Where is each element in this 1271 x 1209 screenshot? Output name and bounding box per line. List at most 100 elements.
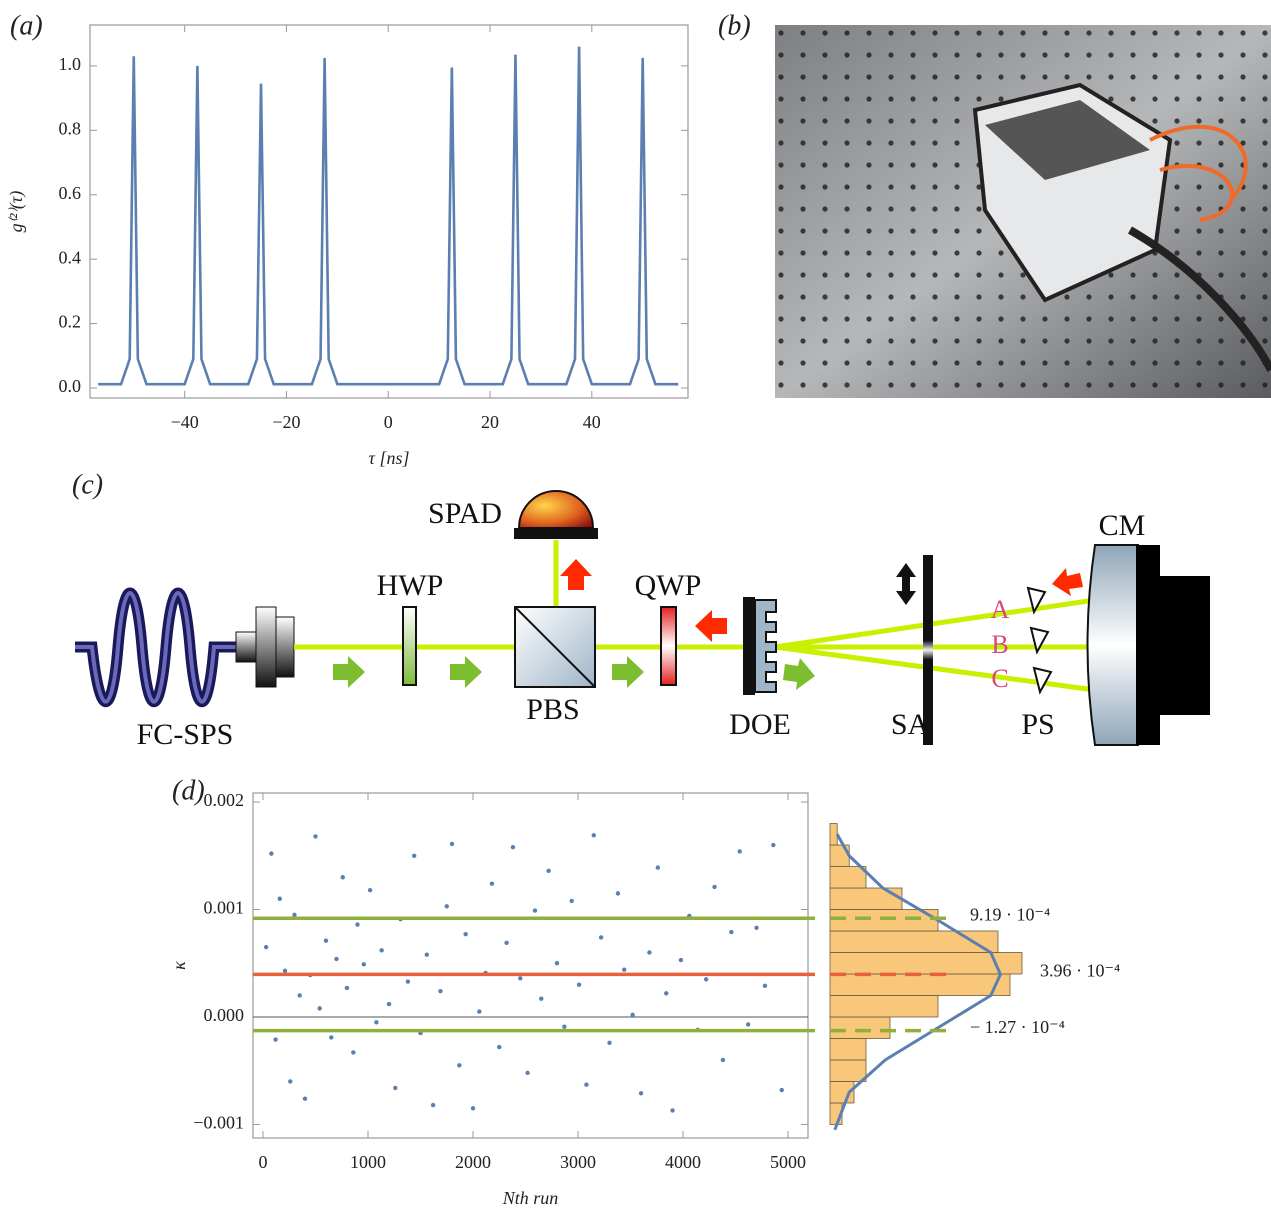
point xyxy=(712,884,717,890)
point xyxy=(670,1108,675,1113)
x-tick-label: 1000 xyxy=(350,1152,386,1172)
y-tick-label: −0.001 xyxy=(193,1113,244,1133)
return-arrows xyxy=(560,559,1083,642)
label-doe: DOE xyxy=(729,708,791,741)
point xyxy=(607,1040,612,1045)
point xyxy=(361,962,366,967)
point xyxy=(344,985,350,991)
mirror-mount xyxy=(1158,576,1210,715)
doe xyxy=(743,597,755,695)
beam xyxy=(774,644,1096,693)
point xyxy=(647,950,652,955)
panel-label: (a) xyxy=(10,10,43,41)
point xyxy=(351,1050,356,1055)
point xyxy=(622,967,627,972)
setup-diagram: FC-SPS HWP PBS SPAD QWP DOE SA PS CM A B… xyxy=(75,490,1210,751)
hwp xyxy=(402,606,417,686)
label-beam-a: A xyxy=(991,595,1010,624)
x-tick-label: 4000 xyxy=(665,1152,701,1172)
point xyxy=(615,891,621,896)
point xyxy=(386,1001,392,1007)
point xyxy=(277,896,282,901)
point xyxy=(411,853,417,858)
label-spad: SPAD xyxy=(428,497,502,530)
label-source: FC-SPS xyxy=(137,718,234,751)
point xyxy=(292,912,297,918)
cable xyxy=(1128,226,1271,372)
point xyxy=(463,932,468,937)
point xyxy=(546,868,551,874)
point xyxy=(678,957,684,963)
y-tick-label: 0.8 xyxy=(59,118,82,138)
point xyxy=(576,982,582,987)
point xyxy=(598,935,604,940)
point xyxy=(745,1022,751,1027)
plot-frame xyxy=(252,792,809,1139)
label-qwp: QWP xyxy=(635,569,702,602)
point xyxy=(457,1063,462,1068)
point xyxy=(489,881,495,886)
qwp xyxy=(660,606,677,686)
point xyxy=(754,925,759,930)
spad xyxy=(517,490,595,529)
connector xyxy=(275,616,295,678)
panel-label: (b) xyxy=(718,10,751,41)
point xyxy=(288,1079,293,1084)
cubesat-top xyxy=(985,100,1150,180)
hist-bar xyxy=(829,909,939,932)
x-axis-label: Nth run xyxy=(502,1188,559,1208)
label-hwp: HWP xyxy=(377,569,444,602)
x-tick-label: 2000 xyxy=(455,1152,491,1172)
point xyxy=(374,1020,379,1025)
point xyxy=(405,979,411,984)
beam xyxy=(774,597,1096,650)
point xyxy=(630,1012,635,1018)
label-beam-c: C xyxy=(991,664,1008,693)
g2-trace xyxy=(98,46,679,386)
spad-base xyxy=(514,528,598,539)
hist-bar xyxy=(829,973,1011,996)
point xyxy=(438,988,443,994)
hist-bar xyxy=(829,866,867,889)
y-tick-label: 1.0 xyxy=(59,54,82,74)
fibers xyxy=(1149,125,1248,222)
point xyxy=(655,865,661,870)
point xyxy=(367,887,373,893)
prism xyxy=(1026,586,1047,615)
y-axis-label: g⁽²⁾(τ) xyxy=(6,191,27,233)
point xyxy=(329,1035,334,1040)
x-tick-label: 3000 xyxy=(560,1152,596,1172)
h-line-label: − 1.27 · 10⁻⁴ xyxy=(970,1017,1065,1037)
h-line-label: 9.19 · 10⁻⁴ xyxy=(970,904,1050,924)
point xyxy=(334,956,339,962)
point xyxy=(430,1102,436,1108)
point xyxy=(273,1037,278,1042)
y-tick-label: 0.001 xyxy=(204,898,245,918)
pbs-diagonal xyxy=(514,606,596,688)
hist-bar xyxy=(829,1016,891,1039)
point xyxy=(379,948,384,953)
photo xyxy=(775,25,1271,398)
y-axis-label: κ xyxy=(169,961,189,970)
x-tick-label: −20 xyxy=(272,412,300,432)
y-tick-label: 0.2 xyxy=(59,312,82,332)
point xyxy=(263,944,269,950)
curved-mirror xyxy=(1086,544,1139,746)
y-tick-label: 0.6 xyxy=(59,183,82,203)
point xyxy=(269,851,274,856)
point xyxy=(539,996,544,1001)
point xyxy=(720,1057,726,1063)
point xyxy=(703,977,709,982)
y-tick-label: 0.0 xyxy=(59,376,82,396)
point xyxy=(664,991,669,996)
point xyxy=(504,940,509,946)
connector xyxy=(255,606,277,688)
fiber-coil-highlight xyxy=(75,591,238,704)
label-pbs: PBS xyxy=(526,693,579,726)
h-line-label: 3.96 · 10⁻⁴ xyxy=(1040,961,1120,981)
y-tick-label: 0.000 xyxy=(204,1005,245,1025)
x-tick-label: 20 xyxy=(481,412,499,432)
point xyxy=(470,1106,476,1111)
y-tick-label: 0.4 xyxy=(59,247,82,267)
